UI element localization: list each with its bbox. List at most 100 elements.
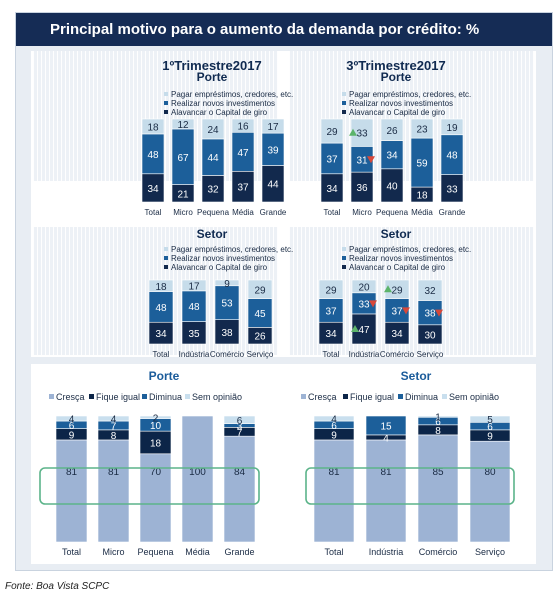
chart-3t-porte-category-label: Grande — [439, 208, 466, 217]
chart-expect-setor-bar-segment — [365, 415, 407, 436]
chart-1t-setor-data-label: 35 — [188, 329, 200, 340]
chart-1t-porte-category-label: Média — [232, 208, 254, 217]
chart-expect-setor-category-label: Indústria — [369, 547, 404, 557]
chart-3t-porte-data-label: 33 — [446, 184, 458, 195]
chart-expect-porte-category-label: Pequena — [137, 547, 173, 557]
chart-expect-porte-data-label: 4 — [69, 415, 75, 426]
chart-3t-setor-data-label: 30 — [424, 330, 436, 341]
chart-3t-setor-bar-segment — [417, 279, 443, 301]
chart-1t-setor-bar-segment — [214, 285, 240, 320]
chart-expect-porte-data-label: 84 — [234, 467, 246, 478]
chart-expect-setor-bar-segment — [469, 415, 511, 423]
chart-expect-porte-legend-label: Fique igual — [96, 392, 140, 402]
chart-3t-setor-data-label: 34 — [391, 329, 403, 340]
chart-expect-porte-data-label: 18 — [150, 438, 162, 449]
chart-3t-porte-category-label: Total — [324, 208, 341, 217]
chart-3t-porte-title: Porte — [381, 70, 412, 84]
chart-1t-setor-data-label: 48 — [155, 303, 167, 314]
chart-1t-porte-legend-label: Pagar empréstimos, credores, etc. — [171, 90, 293, 99]
chart-3t-porte-bar-segment — [440, 118, 464, 136]
chart-1t-setor-data-label: 53 — [221, 299, 233, 310]
chart-3t-setor-legend-swatch — [342, 256, 346, 260]
chart-expect-setor-category-label: Serviço — [475, 547, 505, 557]
chart-1t-setor-legend-swatch — [164, 247, 168, 251]
chart-3t-porte-bar-segment — [380, 118, 404, 141]
chart-3t-setor-bar-segment — [351, 279, 377, 294]
chart-expect-setor-data-label: 9 — [331, 430, 337, 441]
chart-3t-porte-data-label: 34 — [386, 151, 398, 162]
chart-expect-porte-legend-swatch — [185, 394, 190, 399]
chart-expect-setor-legend-swatch — [301, 394, 306, 399]
chart-3t-porte-data-label: 31 — [356, 155, 368, 166]
chart-1t-setor-category-label: Serviço — [247, 350, 274, 359]
chart-3t-porte-data-label: 48 — [446, 151, 458, 162]
chart-expect-setor-data-label: 5 — [487, 415, 493, 426]
chart-3t-porte-legend-swatch — [342, 110, 346, 114]
chart-expect-setor-bar-segment — [365, 439, 407, 543]
chart-3t-setor-legend-swatch — [342, 265, 346, 269]
chart-expect-setor-bar-segment — [313, 439, 355, 543]
chart-3t-setor-category-label: Serviço — [417, 350, 444, 359]
chart-1t-porte-bar-segment — [141, 118, 165, 135]
chart-1t-setor-bar-segment — [247, 298, 273, 328]
page-title: Principal motivo para o aumento da deman… — [16, 13, 552, 46]
chart-1t-setor-category-label: Comércio — [210, 350, 245, 359]
chart-expect-porte-title: Porte — [149, 369, 180, 383]
chart-3t-setor-down-arrow-icon — [435, 309, 443, 317]
chart-3t-porte-data-label: 40 — [386, 181, 398, 192]
chart-expect-porte-data-label: 10 — [150, 421, 162, 432]
chart-1t-porte-legend-label: Alavancar o Capital de giro — [171, 108, 268, 117]
chart-expect-setor-data-label: 8 — [435, 426, 441, 437]
chart-1t-porte-bar-segment — [201, 118, 225, 140]
chart-3t-porte-data-label: 33 — [356, 129, 368, 140]
chart-3t-setor-data-label: 37 — [325, 306, 337, 317]
chart-3t-setor-bar-segment — [318, 279, 344, 299]
chart-3t-setor-bar-segment — [384, 279, 410, 299]
chart-1t-porte-data-label: 18 — [147, 122, 159, 133]
chart-expect-porte-data-label: 81 — [66, 467, 78, 478]
chart-3t-setor-data-label: 20 — [358, 282, 370, 293]
chart-1t-porte-data-label: 39 — [267, 145, 279, 156]
chart-expect-porte-data-label: 100 — [189, 467, 206, 478]
chart-3t-porte-bar-segment — [410, 118, 434, 139]
chart-3t-setor-data-label: 47 — [358, 325, 370, 336]
chart-expect-porte-data-label: 6 — [237, 416, 243, 427]
chart-canvas: 1ºTrimestre2017 3ºTrimestre2017 Porte Pag… — [39, 58, 515, 557]
chart-expect-porte-legend-label: Cresça — [56, 392, 85, 402]
chart-expect-setor-data-label: 9 — [487, 432, 493, 443]
chart-3t-setor-data-label: 34 — [325, 329, 337, 340]
chart-expect-porte-category-label: Micro — [103, 547, 125, 557]
chart-1t-porte-category-label: Pequena — [197, 208, 230, 217]
chart-1t-setor-data-label: 18 — [155, 282, 167, 293]
chart-expect-setor-bar-segment — [313, 415, 355, 422]
chart-expect-porte-bar-segment — [97, 415, 130, 422]
chart-3t-porte-data-label: 26 — [386, 126, 398, 137]
chart-expect-setor-data-label: 6 — [435, 417, 441, 428]
chart-expect-porte-legend-swatch — [89, 394, 94, 399]
chart-expect-setor-title: Setor — [401, 369, 432, 383]
chart-1t-porte-bar-segment — [231, 118, 255, 133]
chart-3t-setor-legend-swatch — [342, 247, 346, 251]
chart-1t-porte-category-label: Total — [145, 208, 162, 217]
chart-3t-setor-legend-label: Alavancar o Capital de giro — [349, 263, 446, 272]
chart-1t-porte-category-label: Micro — [173, 208, 193, 217]
chart-1t-setor-bar-segment — [181, 290, 207, 322]
chart-3t-setor-up-arrow-icon — [384, 285, 392, 293]
chart-3t-porte-legend-label: Pagar empréstimos, credores, etc. — [349, 90, 471, 99]
chart-expect-porte-bar-segment — [181, 415, 214, 543]
chart-expect-porte-legend-swatch — [142, 394, 147, 399]
chart-expect-porte-data-label: 6 — [69, 421, 75, 432]
chart-expect-porte-data-label: 2 — [153, 413, 159, 424]
chart-1t-setor-data-label: 48 — [188, 302, 200, 313]
chart-3t-porte-data-label: 34 — [326, 184, 338, 195]
infographic-frame: Principal motivo para o aumento da deman… — [15, 12, 553, 571]
chart-3t-porte-legend-swatch — [342, 101, 346, 105]
chart-1t-setor-bar-segment — [181, 279, 207, 292]
chart-3t-porte-data-label: 19 — [446, 123, 458, 134]
chart-3t-setor-down-arrow-icon — [369, 300, 377, 308]
period-header-right: 3ºTrimestre2017 — [346, 58, 445, 73]
chart-1t-porte-data-label: 12 — [177, 120, 189, 131]
chart-1t-porte-data-label: 44 — [267, 180, 279, 191]
chart-expect-setor-data-label: 6 — [331, 421, 337, 432]
chart-1t-porte-legend-swatch — [164, 92, 168, 96]
